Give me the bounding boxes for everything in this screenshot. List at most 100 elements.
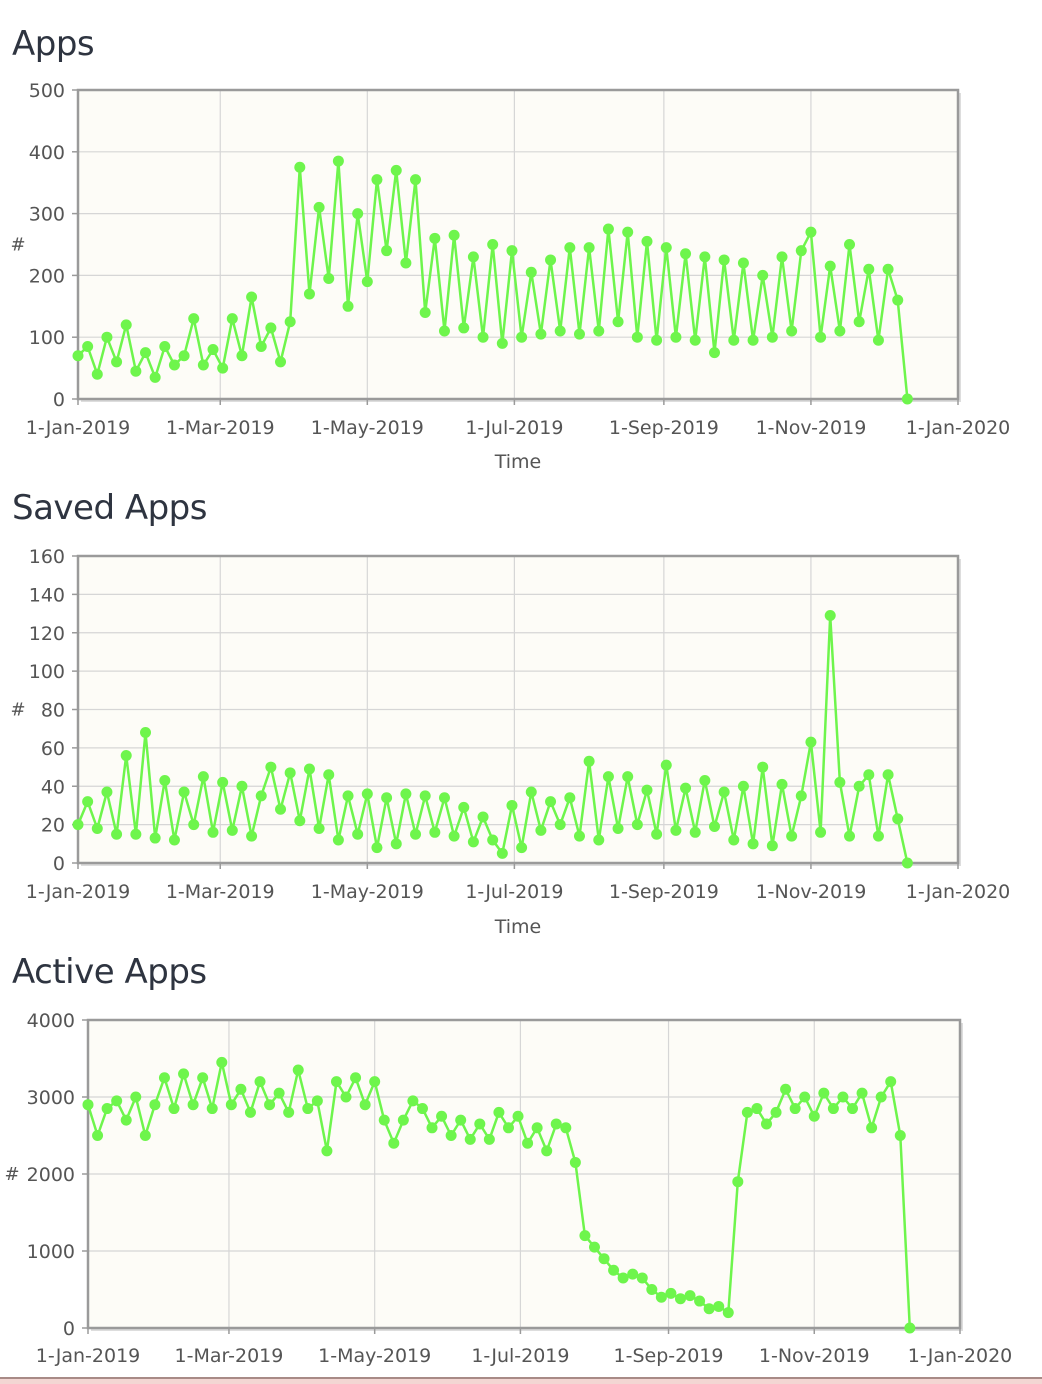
- data-point: [631, 819, 643, 831]
- y-axis-label: #: [4, 1164, 19, 1185]
- data-point: [554, 819, 566, 831]
- y-tick-label: 120: [29, 623, 65, 645]
- data-point: [294, 161, 306, 173]
- data-point: [371, 174, 383, 186]
- data-point: [853, 780, 865, 792]
- x-tick-label: 1-Jan-2020: [906, 881, 1011, 903]
- data-point: [564, 792, 576, 804]
- data-point: [111, 828, 123, 840]
- data-point: [853, 316, 865, 328]
- data-point: [313, 201, 325, 213]
- x-tick-label: 1-Jul-2019: [471, 1345, 569, 1367]
- data-point: [467, 836, 479, 848]
- data-point: [458, 801, 470, 813]
- data-point: [560, 1122, 572, 1134]
- y-tick-label: 100: [29, 661, 65, 683]
- data-point: [101, 786, 113, 798]
- x-tick-label: 1-Mar-2019: [166, 417, 275, 439]
- data-point: [188, 313, 200, 325]
- data-point: [646, 1284, 658, 1295]
- data-point: [680, 248, 692, 260]
- data-point: [670, 824, 682, 836]
- data-point: [651, 334, 663, 346]
- y-tick-label: 200: [29, 265, 65, 287]
- data-point: [361, 788, 373, 800]
- data-point: [303, 763, 315, 775]
- data-point: [737, 257, 749, 269]
- data-point: [159, 340, 171, 352]
- data-point: [636, 1272, 648, 1284]
- data-point: [684, 1290, 696, 1302]
- data-point: [178, 1068, 190, 1080]
- data-point: [834, 776, 846, 788]
- x-tick-label: 1-Mar-2019: [166, 881, 275, 903]
- data-point: [776, 251, 788, 263]
- data-point: [445, 1130, 457, 1141]
- data-point: [168, 1103, 180, 1115]
- data-point: [187, 1099, 199, 1111]
- data-point: [429, 826, 441, 838]
- data-point: [834, 325, 846, 337]
- data-point: [583, 242, 595, 254]
- y-tick-label: 400: [29, 142, 65, 164]
- data-point: [265, 761, 277, 773]
- data-point: [525, 266, 537, 278]
- data-point: [531, 1122, 543, 1134]
- x-tick-label: 1-Nov-2019: [759, 1345, 870, 1367]
- y-tick-label: 100: [29, 327, 65, 349]
- data-point: [352, 828, 364, 840]
- data-point: [419, 306, 431, 318]
- data-point: [206, 1103, 218, 1115]
- data-point: [598, 1253, 610, 1265]
- data-point: [410, 174, 422, 186]
- data-point: [892, 813, 904, 825]
- data-point: [407, 1095, 419, 1107]
- data-point: [265, 322, 277, 334]
- data-point: [824, 260, 836, 272]
- data-point: [92, 1130, 104, 1141]
- data-point: [747, 334, 759, 346]
- data-point: [516, 331, 528, 343]
- data-point: [91, 822, 103, 834]
- x-tick-label: 1-Jan-2019: [26, 417, 131, 439]
- data-point: [217, 776, 229, 788]
- data-point: [689, 334, 701, 346]
- data-point: [617, 1272, 629, 1284]
- x-axis-label: Time: [494, 916, 542, 938]
- data-point: [660, 242, 672, 254]
- x-axis-label: Time: [494, 451, 542, 473]
- data-point: [904, 1322, 916, 1334]
- data-point: [608, 1264, 620, 1276]
- data-point: [863, 263, 875, 275]
- data-point: [493, 1106, 505, 1118]
- data-point: [535, 328, 547, 340]
- y-tick-label: 40: [41, 776, 65, 798]
- data-point: [225, 1099, 237, 1111]
- x-tick-label: 1-May-2019: [311, 417, 424, 439]
- data-point: [359, 1099, 371, 1111]
- data-point: [894, 1130, 906, 1141]
- data-point: [429, 232, 441, 244]
- data-point: [795, 790, 807, 802]
- data-point: [703, 1303, 715, 1315]
- data-point: [496, 847, 508, 859]
- data-point: [275, 356, 287, 368]
- data-point: [674, 1293, 686, 1305]
- data-point: [477, 331, 489, 343]
- data-point: [699, 774, 711, 786]
- data-point: [757, 761, 769, 773]
- data-point: [332, 155, 344, 167]
- data-point: [197, 359, 209, 371]
- x-tick-label: 1-Jan-2020: [908, 1345, 1013, 1367]
- data-point: [612, 316, 624, 328]
- data-point: [885, 1076, 897, 1088]
- data-point: [246, 830, 258, 842]
- data-point: [246, 291, 258, 303]
- data-point: [502, 1122, 514, 1134]
- data-point: [139, 1130, 151, 1141]
- data-point: [158, 1072, 170, 1084]
- x-tick-label: 1-Nov-2019: [756, 881, 867, 903]
- data-point: [554, 325, 566, 337]
